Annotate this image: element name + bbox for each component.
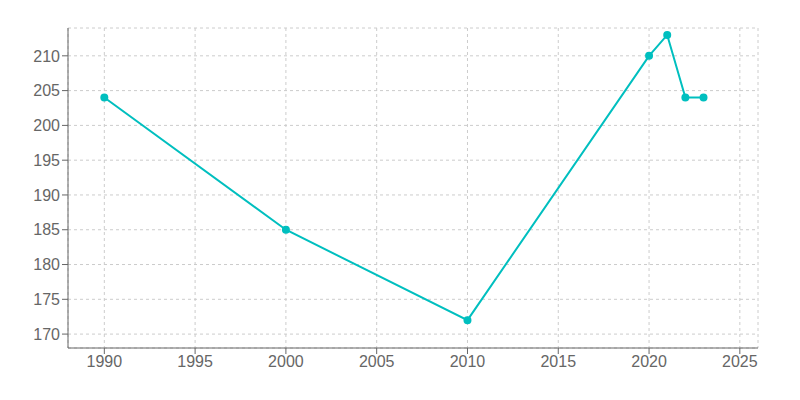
- svg-text:1990: 1990: [87, 353, 123, 370]
- svg-text:195: 195: [33, 152, 60, 169]
- svg-text:170: 170: [33, 326, 60, 343]
- svg-text:175: 175: [33, 291, 60, 308]
- svg-text:180: 180: [33, 256, 60, 273]
- svg-text:190: 190: [33, 187, 60, 204]
- svg-text:185: 185: [33, 221, 60, 238]
- svg-text:200: 200: [33, 117, 60, 134]
- svg-text:2020: 2020: [631, 353, 667, 370]
- svg-text:2010: 2010: [450, 353, 486, 370]
- svg-text:205: 205: [33, 82, 60, 99]
- svg-text:2015: 2015: [540, 353, 576, 370]
- svg-text:2025: 2025: [722, 353, 758, 370]
- svg-text:2005: 2005: [359, 353, 395, 370]
- svg-text:210: 210: [33, 48, 60, 65]
- svg-text:2000: 2000: [268, 353, 304, 370]
- svg-text:1995: 1995: [177, 353, 213, 370]
